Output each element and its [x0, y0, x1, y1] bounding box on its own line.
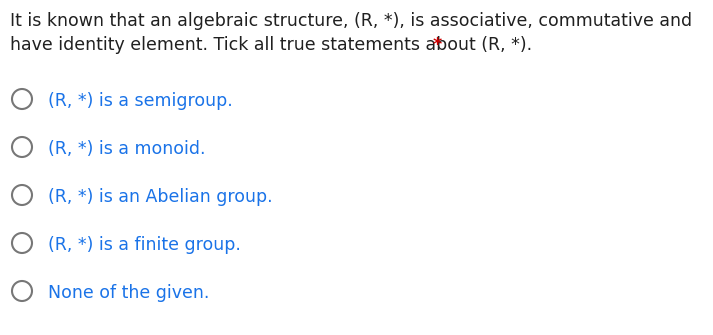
Text: *: *: [433, 36, 442, 54]
Text: have identity element. Tick all true statements about (R, *).: have identity element. Tick all true sta…: [10, 36, 538, 54]
Text: It is known that an algebraic structure, (R, *), is associative, commutative and: It is known that an algebraic structure,…: [10, 12, 692, 30]
Text: (R, *) is a monoid.: (R, *) is a monoid.: [48, 140, 205, 158]
Text: None of the given.: None of the given.: [48, 284, 210, 302]
Text: (R, *) is an Abelian group.: (R, *) is an Abelian group.: [48, 188, 272, 206]
Text: (R, *) is a finite group.: (R, *) is a finite group.: [48, 236, 241, 254]
Text: (R, *) is a semigroup.: (R, *) is a semigroup.: [48, 92, 232, 110]
